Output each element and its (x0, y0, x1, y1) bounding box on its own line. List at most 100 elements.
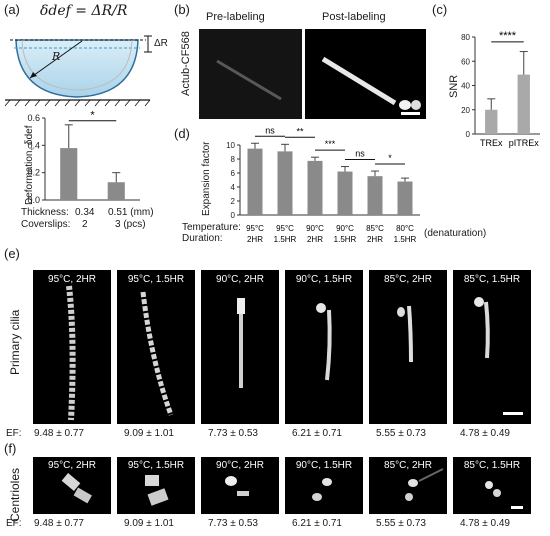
coverslips-value-2: 3 (pcs) (115, 219, 146, 230)
cilia-title-3: 90°C, 2HR (216, 274, 264, 285)
centriole-title-3: 90°C, 2HR (216, 460, 264, 471)
cilia-title-4: 90°C, 1.5HR (295, 274, 353, 285)
thickness-label: Thickness: (21, 207, 69, 218)
cilia-scale-bar (503, 412, 523, 415)
duration-label: Duration: (182, 233, 223, 244)
chart-c-ytick-label-4: 80 (461, 33, 470, 42)
chart-d-bar-3 (337, 171, 353, 215)
chart-d-temperature-4: 85°C (366, 224, 384, 233)
chart-d-duration-5: 1.5HR (394, 235, 417, 244)
chart-d-ytick-label-5: 10 (226, 141, 235, 150)
chart-a-sig-label: * (90, 110, 95, 122)
ef-value-e-4: 6.21 ± 0.71 (292, 428, 342, 439)
chart-d-comparison-label-4: * (388, 153, 392, 163)
chart-d-comparison-label-0: ns (265, 125, 275, 135)
cilia-image-5: 85°C, 2HR (369, 270, 447, 424)
ef-label-f: EF: (6, 518, 22, 529)
ef-value-f-6: 4.78 ± 0.49 (460, 518, 510, 529)
chart-d-duration-1: 1.5HR (274, 235, 297, 244)
panel-c-label: (c) (432, 2, 448, 17)
centriole-title-5: 85°C, 2HR (384, 460, 432, 471)
panel-b-label: (b) (174, 2, 190, 17)
coverslips-label: Coverslips: (21, 219, 71, 230)
chart-c-bar-1 (517, 74, 530, 134)
chart-c-category-0: TREx (480, 138, 503, 148)
centriole-image-5: 85°C, 2HR (369, 457, 447, 514)
panel-a-label: (a) (4, 2, 20, 17)
centriole-image-1: 95°C, 2HR (33, 457, 111, 514)
chart-a-ytick-label-3: 0.6 (27, 113, 40, 123)
chart-d-duration-4: 2HR (367, 235, 383, 244)
chart-d-bar-5 (397, 181, 413, 215)
thickness-value-2: 0.51 (mm) (108, 207, 154, 218)
centriole-title-6: 85°C, 1.5HR (463, 460, 521, 471)
chart-a-ytick-label-1: 0.2 (27, 168, 40, 178)
ef-value-e-6: 4.78 ± 0.49 (460, 428, 510, 439)
chart-d-duration-2: 2HR (307, 235, 323, 244)
chart-d-bar-4 (367, 176, 383, 215)
chart-c-category-1: pITREx (509, 138, 540, 148)
radius-label: R (52, 50, 61, 63)
chart-d-bar-2 (307, 160, 323, 215)
chart-d-bar-0 (247, 148, 263, 215)
chart-c-ytick-label-3: 60 (461, 57, 470, 66)
cilia-image-1: 95°C, 2HR (33, 270, 111, 424)
ef-value-f-3: 7.73 ± 0.53 (208, 518, 258, 529)
chart-d-ytick-label-1: 2 (231, 197, 236, 206)
delta-r-label: ΔR (154, 38, 168, 49)
cilia-image-6: 85°C, 1.5HR (453, 270, 531, 424)
primary-cilia-label: Primary cilia (8, 309, 22, 375)
centriole-title-2: 95°C, 1.5HR (127, 460, 185, 471)
chart-c-bar-0 (485, 109, 498, 134)
centriole-title-4: 90°C, 1.5HR (295, 460, 353, 471)
cilia-title-6: 85°C, 1.5HR (463, 274, 521, 285)
chart-c: 0 20 40 60 80 TREx pITREx **** (461, 30, 540, 148)
chart-d-comparison-label-2: *** (325, 139, 336, 149)
centriole-scale-bar (511, 506, 523, 509)
panel-d-label: (d) (174, 126, 190, 141)
scale-bar (401, 112, 420, 115)
ef-value-f-1: 9.48 ± 0.77 (34, 518, 84, 529)
ef-value-e-2: 9.09 ± 1.01 (124, 428, 174, 439)
ef-value-f-4: 6.21 ± 0.71 (292, 518, 342, 529)
centriole-image-4: 90°C, 1.5HR (285, 457, 363, 514)
deformation-formula: δdef = ΔR/R (40, 3, 128, 19)
ef-value-f-2: 9.09 ± 1.01 (124, 518, 174, 529)
cilia-image-2: 95°C, 1.5HR (117, 270, 195, 424)
centriole-image-6: 85°C, 1.5HR (453, 457, 531, 514)
chart-d-temperature-0: 95°C (246, 224, 264, 233)
chart-d-temperature-1: 95°C (276, 224, 294, 233)
ef-label-e: EF: (6, 428, 22, 439)
panel-f-label: (f) (4, 441, 17, 456)
ef-value-e-1: 9.48 ± 0.77 (34, 428, 84, 439)
chart-d-ytick-label-4: 8 (231, 155, 236, 164)
chart-d-duration-3: 1.5HR (334, 235, 357, 244)
pre-labeling-label: Pre-labeling (206, 11, 265, 23)
lens-schematic (4, 35, 152, 107)
chart-a-bar-0 (60, 148, 78, 200)
chart-a-ytick-label-0: 0.0 (27, 195, 40, 205)
cilia-title-2: 95°C, 1.5HR (127, 274, 185, 285)
cilia-image-3: 90°C, 2HR (201, 270, 279, 424)
centriole-title-1: 95°C, 2HR (48, 460, 96, 471)
chart-a-bar-1 (107, 182, 125, 200)
chart-c-ytick-label-2: 40 (461, 82, 470, 91)
chart-c-sig-label: **** (499, 30, 517, 42)
panel-e-label: (e) (4, 246, 20, 261)
chart-d-ytick-label-2: 4 (231, 183, 236, 192)
chart-d-duration-0: 2HR (247, 235, 263, 244)
chart-d-ytick-label-0: 0 (231, 211, 236, 220)
post-labeling-filament (321, 56, 421, 110)
temperature-label: Temperature: (182, 222, 241, 233)
ef-value-e-3: 7.73 ± 0.53 (208, 428, 258, 439)
post-labeling-label: Post-labeling (322, 11, 386, 23)
ef-value-e-5: 5.55 ± 0.73 (376, 428, 426, 439)
chart-c-ytick-label-1: 20 (461, 106, 470, 115)
denaturation-note: (denaturation) (424, 228, 487, 239)
chart-d-comparison-label-3: ns (355, 149, 365, 159)
chart-d-ytick-label-3: 6 (231, 169, 236, 178)
cilia-title-1: 95°C, 2HR (48, 274, 96, 285)
post-labeling-image (305, 29, 426, 119)
cilia-image-4: 90°C, 1.5HR (285, 270, 363, 424)
chart-d-temperature-3: 90°C (336, 224, 354, 233)
